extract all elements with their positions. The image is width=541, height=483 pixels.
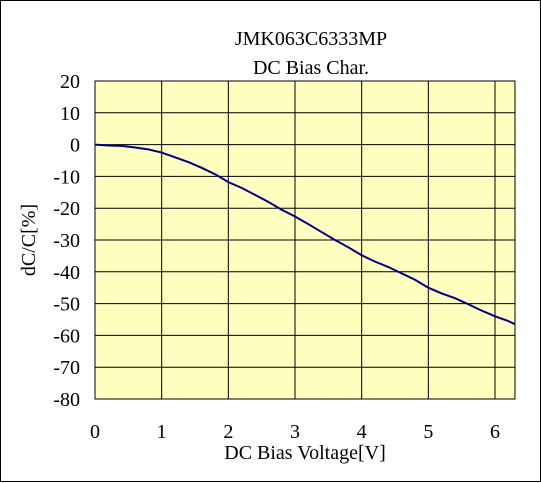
series-line: [94, 143, 516, 326]
y-tick-label: -10: [53, 166, 80, 188]
y-tick-label: 0: [70, 135, 80, 157]
x-axis-label: DC Bias Voltage[V]: [224, 442, 385, 464]
x-tick-label: 0: [90, 421, 100, 443]
y-tick-label: -50: [53, 294, 80, 316]
y-tick-labels: 20 10 0 -10 -20 -30 -40 -50 -60 -70 -80: [53, 71, 80, 411]
x-tick-label: 3: [290, 421, 300, 443]
chart-title: JMK063C6333MP: [235, 28, 387, 50]
x-tick-label: 2: [223, 421, 233, 443]
y-tick-label: -60: [53, 325, 80, 347]
y-tick-label: -40: [53, 262, 80, 284]
x-tick-label: 4: [357, 421, 367, 443]
y-axis-label: dC/C[%]: [18, 204, 40, 276]
y-tick-label: -20: [53, 198, 80, 220]
y-tick-label: -70: [53, 357, 80, 379]
y-tick-label: 20: [60, 71, 80, 93]
y-tick-label: 10: [60, 103, 80, 125]
y-tick-label: -80: [53, 389, 80, 411]
x-tick-label: 1: [157, 421, 167, 443]
x-tick-labels: 0 1 2 3 4 5 6: [90, 421, 500, 443]
x-tick-label: 5: [423, 421, 433, 443]
chart-subtitle: DC Bias Char.: [253, 57, 369, 79]
y-tick-label: -30: [53, 230, 80, 252]
x-tick-label: 6: [490, 421, 500, 443]
grid-lines: [94, 80, 515, 400]
